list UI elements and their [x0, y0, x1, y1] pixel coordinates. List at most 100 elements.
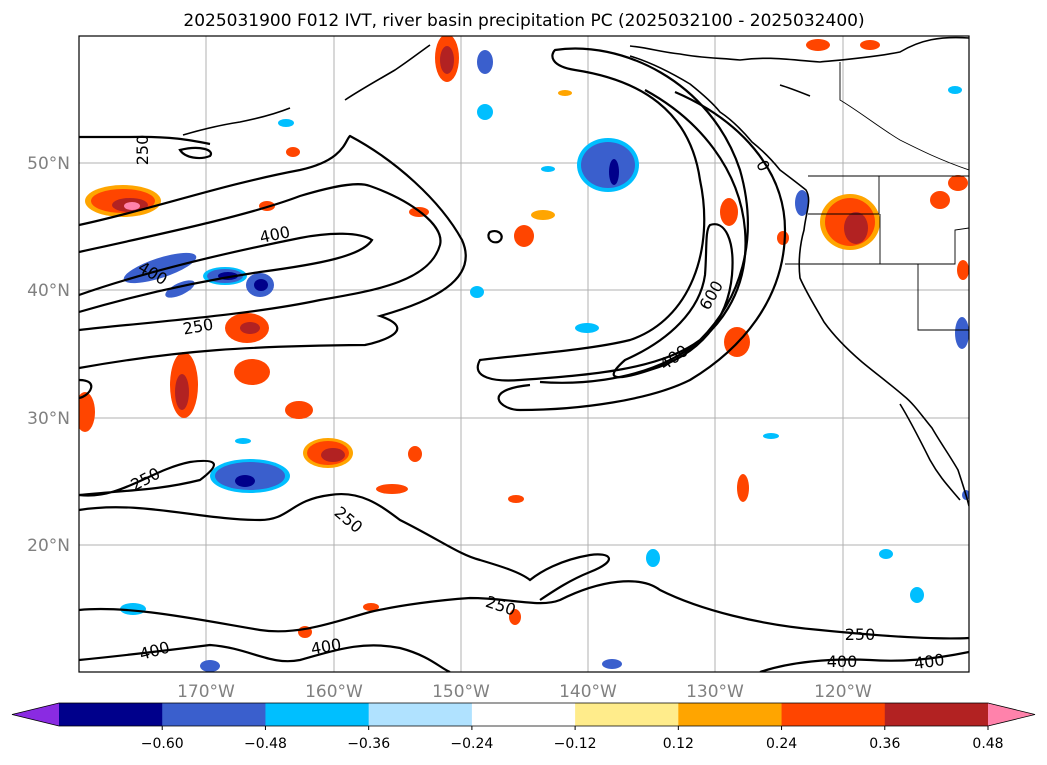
- map-background: [79, 36, 969, 672]
- colorbar-segment: [575, 703, 679, 726]
- map-title: 2025031900 F012 IVT, river basin precipi…: [183, 11, 864, 31]
- latitude-labels: 50°N 40°N 30°N 20°N: [27, 154, 70, 556]
- coastline: [182, 107, 291, 136]
- precip-patch-positive: [737, 474, 749, 502]
- colorbar-segment: [781, 703, 886, 726]
- coastline: [779, 84, 811, 97]
- coastline: [629, 36, 969, 63]
- precip-patch-negative: [763, 433, 779, 439]
- precip-patch-positive: [435, 36, 459, 82]
- coastline: [899, 403, 961, 501]
- lon-label-170w: 170°W: [177, 682, 235, 702]
- colorbar-tick-label: −0.24: [450, 736, 493, 752]
- precip-patch-positive: [558, 90, 572, 96]
- contour-label-250-nw: 250: [133, 135, 152, 166]
- colorbar-segment: [884, 703, 989, 726]
- precip-patch-negative: [602, 659, 622, 669]
- coastline: [344, 44, 431, 101]
- ivt-contour: [497, 90, 787, 412]
- lat-label-20n: 20°N: [27, 536, 70, 556]
- precip-patch-positive: [376, 484, 408, 494]
- precip-patch-negative: [200, 660, 220, 672]
- precip-patch-positive: [85, 185, 161, 217]
- precip-patch-negative: [795, 190, 809, 216]
- precip-patch-negative: [210, 459, 290, 493]
- colorbar-segment: [368, 703, 473, 726]
- precip-patch-positive: [303, 438, 353, 468]
- colorbar-tick-label: −0.60: [141, 736, 184, 752]
- contour-label-250-se: 250: [845, 625, 876, 644]
- map-frame: [78, 35, 970, 673]
- precip-patch-positive: [363, 603, 379, 611]
- colorbar-tick-label: −0.36: [347, 736, 390, 752]
- precip-patch-positive: [531, 210, 555, 220]
- colorbar-tick-label: −0.12: [554, 736, 597, 752]
- contour-label-400-far-se: 400: [913, 650, 946, 673]
- colorbar-tick-label: 0.36: [869, 736, 900, 752]
- colorbar-segment: [59, 703, 163, 726]
- state-border: [785, 62, 969, 331]
- precip-patch-positive: [286, 147, 300, 157]
- ivt-contour: [476, 47, 749, 382]
- colorbar-tick-label: 0.48: [972, 736, 1003, 752]
- precip-patch-positive: [948, 175, 968, 191]
- ivt-contour: [79, 459, 215, 497]
- longitude-labels: 170°W 160°W 150°W 140°W 130°W 120°W: [177, 682, 872, 702]
- colorbar-segment: [162, 703, 266, 726]
- colorbar-extend-max: [988, 703, 1035, 726]
- precip-patch-negative: [910, 587, 924, 603]
- precip-patch-positive: [234, 359, 270, 385]
- lon-label-130w: 130°W: [686, 682, 744, 702]
- precip-patch-positive: [225, 313, 269, 343]
- precip-patch-negative: [278, 119, 294, 127]
- ivt-contour: [487, 230, 503, 244]
- precipitation-pc-colorbar: −0.60 −0.48 −0.36 −0.24 −0.12 0.12 0.24 0.36 0.4…: [11, 702, 1036, 752]
- ivt-contour: [759, 650, 969, 672]
- colorbar-ticks: −0.60 −0.48 −0.36 −0.24 −0.12 0.12 0.24 0.36 0.4…: [141, 726, 1004, 752]
- map-panel: 250 400 250 400 600 400 250 250 400 400 …: [78, 35, 970, 673]
- ivt-contour: [79, 183, 442, 332]
- ivt-contour: [79, 378, 93, 400]
- colorbar-extend-min: [12, 703, 59, 726]
- precip-patch-negative: [477, 50, 493, 74]
- precip-patch-positive: [720, 198, 738, 226]
- ivt-contour: [79, 580, 969, 640]
- ivt-contours: [79, 47, 969, 672]
- precip-patch-positive: [777, 231, 789, 245]
- precip-patch-positive: [820, 194, 880, 250]
- colorbar-segments: [11, 702, 1036, 727]
- ivt-contour: [79, 492, 611, 601]
- colorbar-outline: [11, 702, 1036, 727]
- colorbar-segment: [471, 703, 576, 726]
- coastline: [629, 55, 969, 507]
- precip-patch-positive: [508, 495, 524, 503]
- ivt-contour: [79, 135, 211, 146]
- colorbar-segment: [265, 703, 370, 726]
- precip-patch-negative: [646, 549, 660, 567]
- contour-label-400-se: 400: [827, 652, 858, 671]
- precip-patch-positive: [860, 40, 880, 50]
- colorbar-tick-label: 0.12: [663, 736, 694, 752]
- lat-label-40n: 40°N: [27, 281, 70, 301]
- lat-label-50n: 50°N: [27, 154, 70, 174]
- precip-patch-negative: [477, 104, 493, 120]
- precip-patch-positive: [514, 225, 534, 247]
- lon-label-120w: 120°W: [814, 682, 872, 702]
- ivt-contour: [539, 89, 747, 384]
- precip-patch-negative: [955, 317, 969, 349]
- colorbar-tick-label: 0.24: [766, 736, 797, 752]
- ivt-contour: [79, 134, 467, 370]
- precip-patch-negative: [246, 273, 274, 297]
- precip-patch-positive: [79, 392, 95, 432]
- lon-label-140w: 140°W: [559, 682, 617, 702]
- lon-label-150w: 150°W: [432, 682, 490, 702]
- precip-patch-positive: [957, 260, 969, 280]
- precip-patch-negative: [575, 323, 599, 333]
- precip-patch-negative: [879, 549, 893, 559]
- gridlines: [79, 36, 969, 672]
- precip-patch-positive: [806, 39, 830, 51]
- precip-patch-positive: [408, 446, 422, 462]
- precip-patch-negative: [470, 286, 484, 298]
- ivt-contour: [79, 643, 451, 672]
